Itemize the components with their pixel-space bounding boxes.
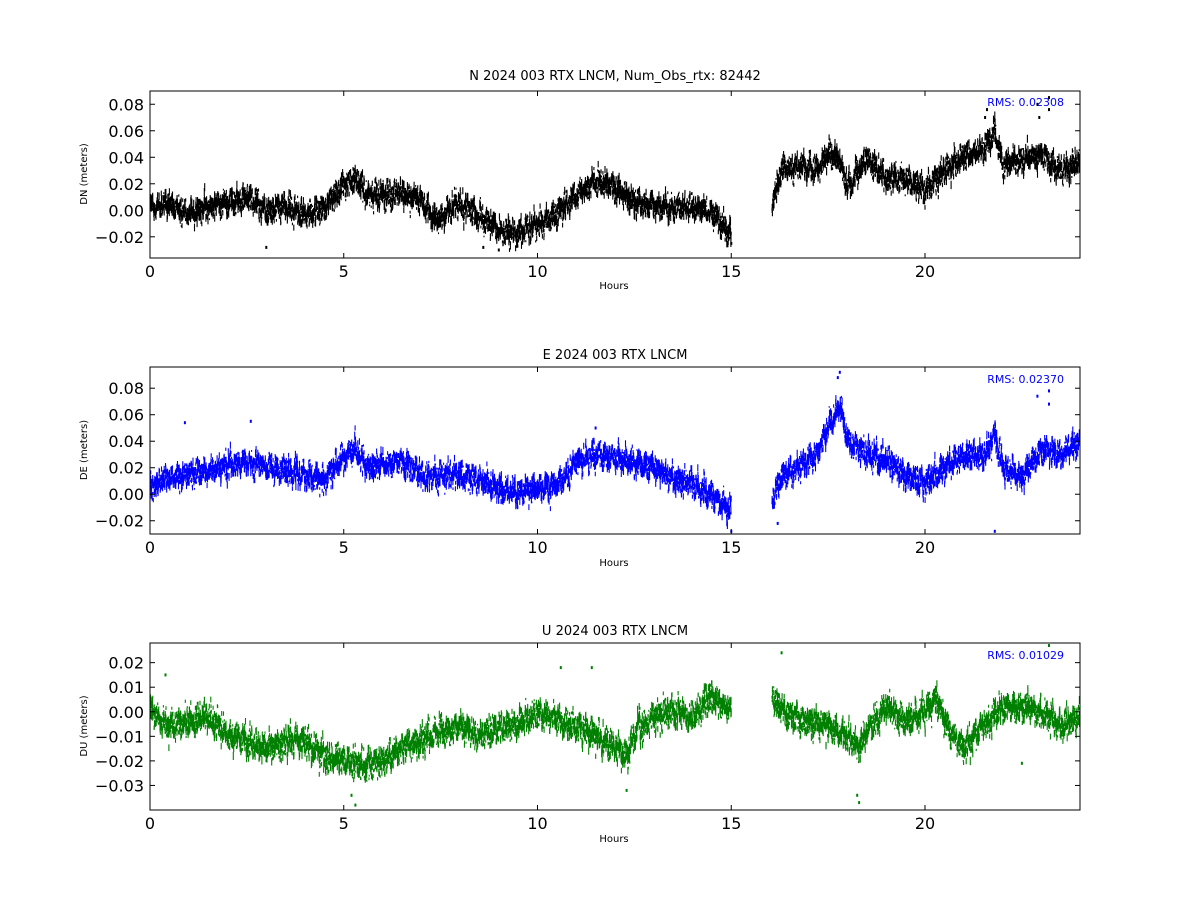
east-outlier-point: [993, 529, 996, 533]
east-outlier-point: [836, 376, 839, 380]
east-rms-annotation: RMS: 0.02370: [987, 373, 1064, 386]
east-y-tick-label: 0.08: [108, 379, 144, 398]
north-y-tick-label: 0.04: [108, 148, 144, 167]
north-outlier-point: [571, 187, 574, 191]
up-panel: U 2024 003 RTX LNCM Hours DU (meters) RM…: [79, 624, 1081, 845]
north-x-axis-label: Hours: [599, 281, 628, 292]
east-x-tick-label: 5: [339, 538, 349, 557]
up-outlier-point: [164, 673, 167, 677]
up-y-tick-label: 0.00: [108, 703, 144, 722]
up-rms-annotation: RMS: 0.01029: [987, 649, 1064, 662]
north-y-tick-label: 0.00: [108, 201, 144, 220]
east-x-tick-label: 0: [145, 538, 155, 557]
east-outlier-point: [776, 521, 779, 525]
up-plot-frame: [149, 642, 1081, 811]
east-outlier-point: [1036, 394, 1039, 398]
up-x-tick-label: 5: [339, 814, 349, 833]
up-y-tick-label: 0.02: [108, 654, 144, 673]
east-y-tick-label: 0.00: [108, 485, 144, 504]
up-x-tick-label: 20: [915, 814, 935, 833]
north-y-tick-label: −0.02: [95, 228, 144, 247]
north-outlier-point: [497, 248, 500, 252]
up-y-tick-label: 0.01: [108, 678, 144, 697]
east-outlier-point: [594, 426, 597, 430]
north-x-tick-label: 20: [915, 262, 935, 281]
up-outlier-point: [1048, 644, 1050, 647]
north-outlier-point: [265, 245, 268, 249]
north-y-axis-label: DN (meters): [79, 143, 90, 205]
north-outlier-point: [482, 245, 485, 249]
east-outlier-point: [838, 370, 841, 374]
north-outlier-point: [984, 116, 987, 119]
up-x-tick-label: 10: [527, 814, 547, 833]
east-outlier-point: [249, 419, 252, 423]
east-panel-title: E 2024 003 RTX LNCM: [543, 348, 688, 363]
up-outlier-point: [354, 803, 357, 807]
east-y-tick-label: 0.04: [108, 432, 144, 451]
east-y-axis-label: DE (meters): [79, 420, 90, 480]
up-x-tick-label: 15: [721, 814, 741, 833]
east-panel: E 2024 003 RTX LNCM Hours DE (meters) RM…: [79, 348, 1081, 569]
up-outlier-point: [590, 666, 593, 670]
up-series-points: [150, 680, 1080, 783]
up-panel-title: U 2024 003 RTX LNCM: [542, 624, 688, 639]
north-x-tick-label: 5: [339, 262, 349, 281]
east-data-series: [150, 370, 1080, 533]
up-x-axis-label: Hours: [599, 834, 628, 845]
north-y-tick-label: 0.08: [108, 95, 144, 114]
east-y-tick-label: 0.06: [108, 406, 144, 425]
up-y-tick-label: −0.01: [95, 727, 144, 746]
east-outlier-point: [1048, 402, 1050, 406]
up-outlier-point: [350, 793, 353, 797]
east-x-tick-label: 15: [721, 538, 741, 557]
east-y-tick-label: 0.02: [108, 459, 144, 478]
up-y-tick-label: −0.03: [95, 776, 144, 795]
up-outlier-point: [858, 801, 861, 805]
north-series-points: [150, 111, 1080, 252]
up-data-series: [150, 644, 1080, 807]
north-x-tick-label: 15: [721, 262, 741, 281]
north-outlier-point: [1048, 96, 1050, 100]
up-outlier-point: [856, 793, 859, 797]
east-y-tick-label: −0.02: [95, 512, 144, 531]
east-series-points: [150, 395, 1080, 529]
up-outlier-point: [625, 788, 628, 792]
east-plot-frame: [149, 366, 1081, 535]
north-outlier-point: [730, 241, 733, 245]
north-rms-annotation: RMS: 0.02308: [987, 96, 1064, 109]
north-plot-frame: [149, 90, 1081, 259]
east-x-tick-label: 10: [527, 538, 547, 557]
up-y-tick-label: −0.02: [95, 752, 144, 771]
north-outlier-point: [1036, 102, 1039, 106]
up-x-tick-label: 0: [145, 814, 155, 833]
north-outlier-point: [986, 108, 988, 112]
east-outlier-point: [183, 421, 186, 425]
north-x-tick-label: 0: [145, 262, 155, 281]
north-x-tick-label: 10: [527, 262, 547, 281]
north-data-series: [150, 96, 1080, 252]
north-outlier-point: [1048, 108, 1050, 112]
north-y-tick-label: 0.06: [108, 122, 144, 141]
up-outlier-point: [1020, 761, 1023, 765]
north-panel: N 2024 003 RTX LNCM, Num_Obs_rtx: 82442 …: [79, 69, 1081, 292]
up-outlier-point: [780, 651, 783, 655]
up-y-axis-label: DU (meters): [79, 695, 90, 756]
north-outlier-point: [1038, 116, 1041, 119]
north-y-tick-label: 0.02: [108, 175, 144, 194]
east-x-axis-label: Hours: [599, 558, 628, 569]
up-outlier-point: [559, 666, 562, 670]
east-x-tick-label: 20: [915, 538, 935, 557]
north-panel-title: N 2024 003 RTX LNCM, Num_Obs_rtx: 82442: [469, 69, 761, 84]
east-outlier-point: [1048, 389, 1050, 393]
